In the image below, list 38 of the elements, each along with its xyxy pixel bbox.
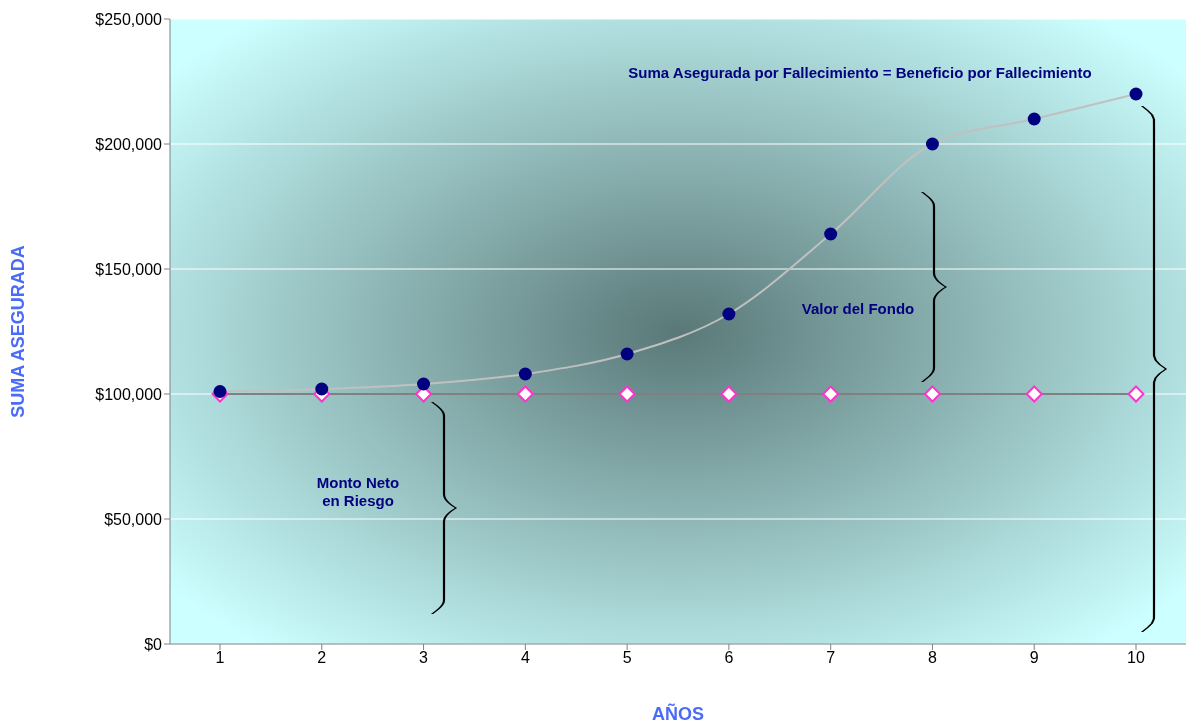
point — [1025, 385, 1043, 403]
x-tick-label: 6 — [724, 649, 734, 667]
x-tick-label: 7 — [826, 649, 836, 667]
y-tick-label: $200,000 — [95, 135, 163, 153]
point — [620, 347, 634, 361]
x-tick-label: 8 — [927, 649, 937, 667]
annotation: Valor del Fondo — [801, 300, 915, 317]
annotation: Suma Asegurada por Fallecimiento = Beneficio por Fallecimiento — [628, 64, 1092, 81]
point — [518, 367, 532, 381]
point — [1129, 87, 1143, 101]
y-tick-label: $50,000 — [104, 510, 163, 528]
point — [618, 385, 636, 403]
point — [923, 385, 941, 403]
x-axis-title: AÑOS — [651, 703, 705, 724]
point — [722, 307, 736, 321]
point — [1127, 385, 1145, 403]
x-tick-label: 2 — [317, 649, 327, 667]
x-tick-label: 1 — [215, 649, 225, 667]
y-tick-label: $250,000 — [95, 10, 163, 28]
x-tick-label: 9 — [1029, 649, 1039, 667]
y-tick-label: $150,000 — [95, 260, 163, 278]
annotation: Monto Neto en Riesgo — [316, 474, 400, 509]
x-tick-label: 10 — [1127, 649, 1145, 667]
y-tick-label: $100,000 — [95, 385, 163, 403]
y-tick-label: $0 — [144, 635, 163, 653]
point — [925, 137, 939, 151]
x-tick-label: 4 — [520, 649, 530, 667]
point — [516, 385, 534, 403]
point — [824, 227, 838, 241]
point — [1027, 112, 1041, 126]
point — [720, 385, 738, 403]
x-tick-label: 5 — [622, 649, 632, 667]
point — [822, 385, 840, 403]
point — [315, 382, 329, 396]
y-axis-title: SUMA ASEGURADA — [8, 245, 29, 418]
x-tick-label: 3 — [419, 649, 429, 667]
point — [213, 385, 227, 398]
point — [417, 377, 431, 391]
